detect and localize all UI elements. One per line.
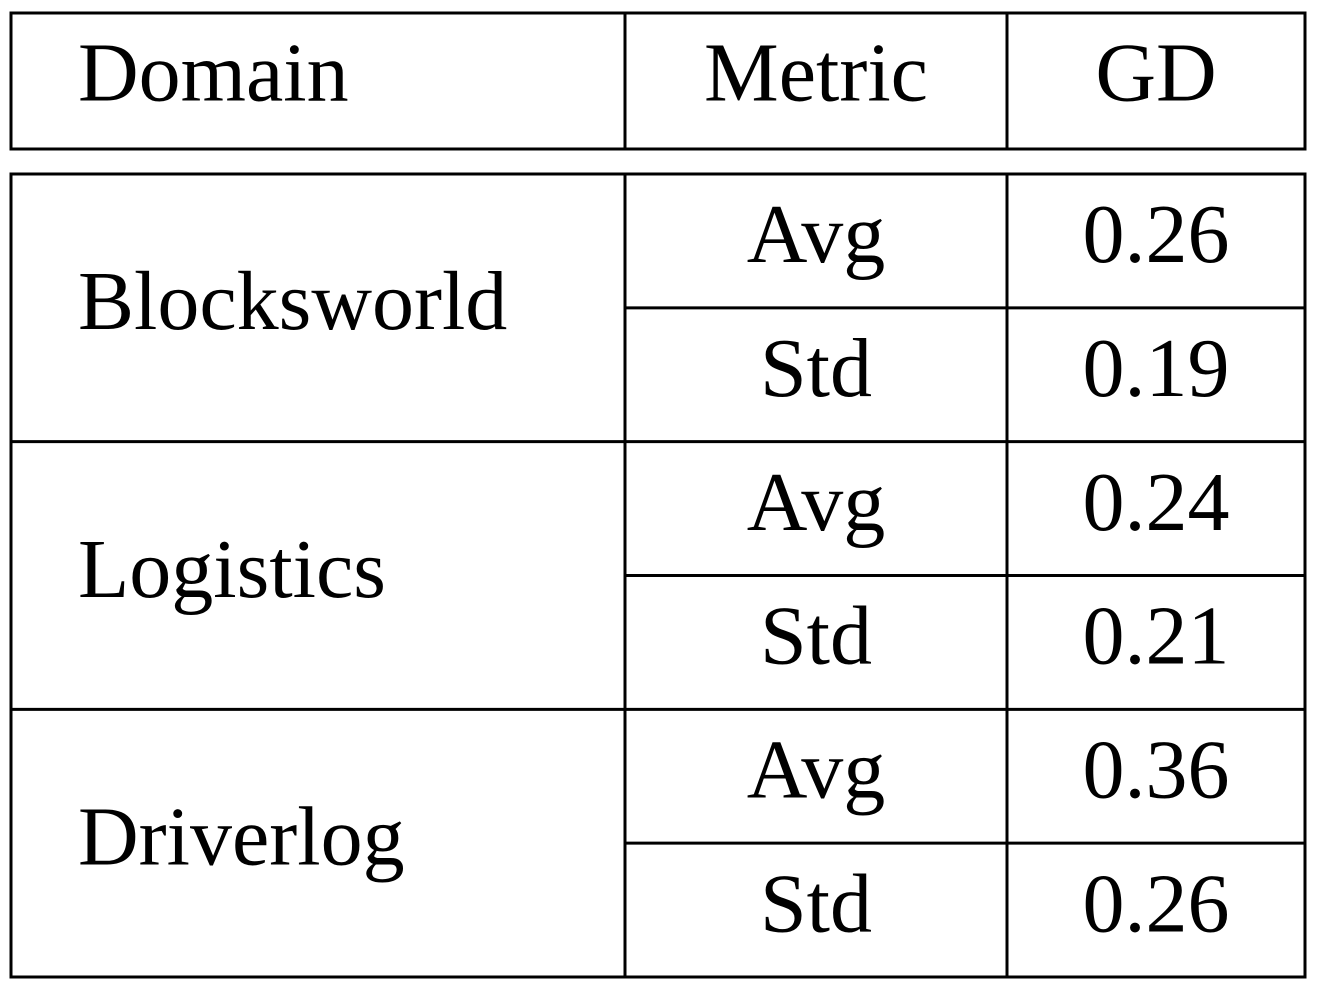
domain-cell: Driverlog [78, 790, 405, 883]
value-cell: 0.19 [1083, 322, 1230, 415]
metric-cell: Std [760, 857, 872, 950]
metric-cell: Avg [747, 724, 885, 817]
metric-cell: Avg [747, 456, 885, 549]
header-cell: Metric [704, 26, 928, 119]
metric-cell: Std [760, 322, 872, 415]
value-cell: 0.26 [1083, 188, 1230, 281]
header-border [9, 11, 1307, 151]
metric-cell: Avg [747, 188, 885, 281]
header-cell: Domain [78, 26, 349, 119]
domain-cell: Blocksworld [78, 255, 507, 348]
value-cell: 0.26 [1083, 857, 1230, 950]
value-cell: 0.36 [1083, 724, 1230, 817]
value-cell: 0.21 [1083, 590, 1230, 683]
value-cell: 0.24 [1083, 456, 1230, 549]
metric-cell: Std [760, 590, 872, 683]
domain-cell: Logistics [78, 523, 386, 616]
header-cell: GD [1095, 26, 1216, 119]
